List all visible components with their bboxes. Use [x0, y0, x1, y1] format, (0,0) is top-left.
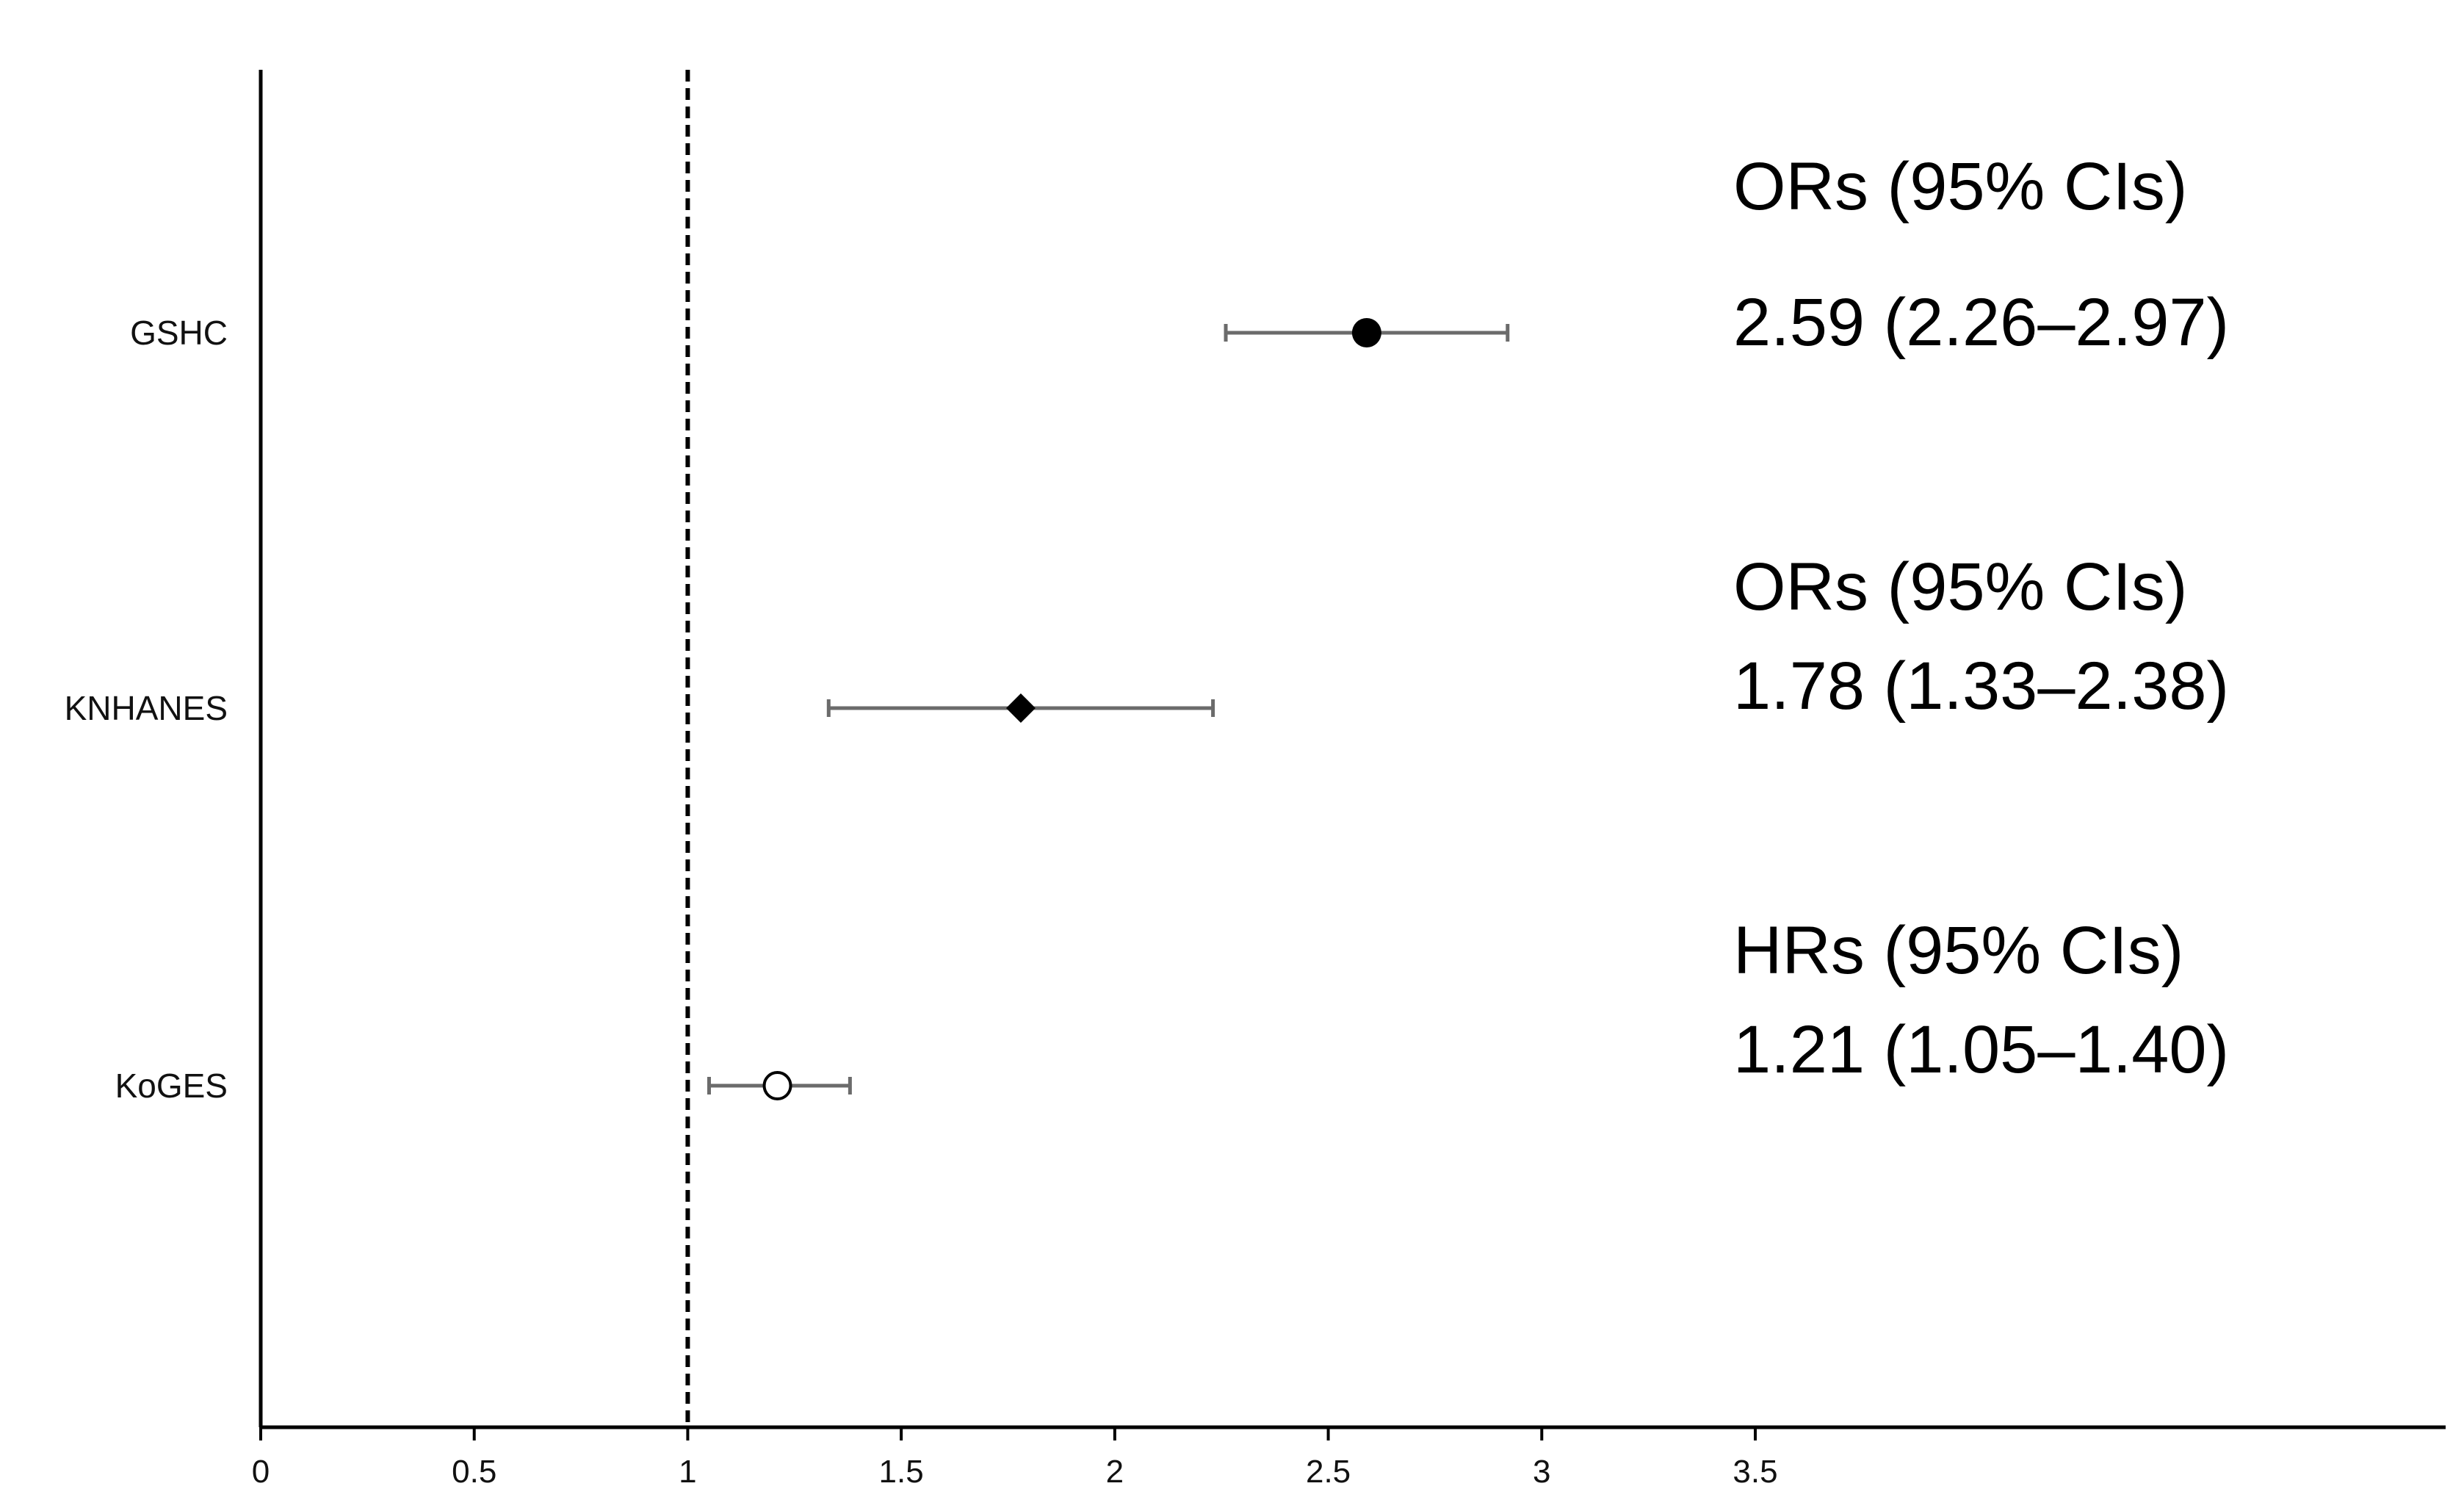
row-label: KoGES [115, 1067, 228, 1105]
annotation-value: 1.78 (1.33–2.38) [1733, 649, 2229, 724]
forest-row: KNHANES [65, 689, 1215, 727]
x-axis-ticks: 0 0.5 1 1.5 2 2.5 3 3.5 [252, 1427, 1778, 1490]
x-tick-label: 3 [1533, 1454, 1550, 1490]
row-label: KNHANES [65, 689, 228, 727]
annotation-header: ORs (95% CIs) [1733, 149, 2188, 224]
forest-row: KoGES [115, 1067, 852, 1105]
x-tick-label: 2 [1106, 1454, 1124, 1490]
annotation-value: 2.59 (2.26–2.97) [1733, 285, 2229, 360]
x-tick-label: 2.5 [1306, 1454, 1351, 1490]
row-label: GSHC [130, 314, 228, 352]
axes [259, 70, 2446, 1429]
x-tick-label: 0.5 [452, 1454, 496, 1490]
x-tick-label: 1 [679, 1454, 696, 1490]
point-estimate-marker [762, 1071, 792, 1100]
annotation-header: ORs (95% CIs) [1733, 549, 2188, 624]
x-tick-label: 1.5 [879, 1454, 924, 1490]
annotation-value: 1.21 (1.05–1.40) [1733, 1012, 2229, 1087]
point-estimate-marker [1351, 318, 1381, 347]
forest-row: GSHC [130, 314, 1510, 352]
x-tick-label: 0 [252, 1454, 270, 1490]
x-tick-label: 3.5 [1733, 1454, 1777, 1490]
point-estimate-marker [1005, 693, 1036, 723]
annotation-header: HRs (95% CIs) [1733, 913, 2183, 988]
forest-rows: GSHC KNHANES KoGES [65, 314, 1510, 1105]
estimate-annotations: ORs (95% CIs) 2.59 (2.26–2.97) ORs (95% CI… [1733, 149, 2229, 1087]
